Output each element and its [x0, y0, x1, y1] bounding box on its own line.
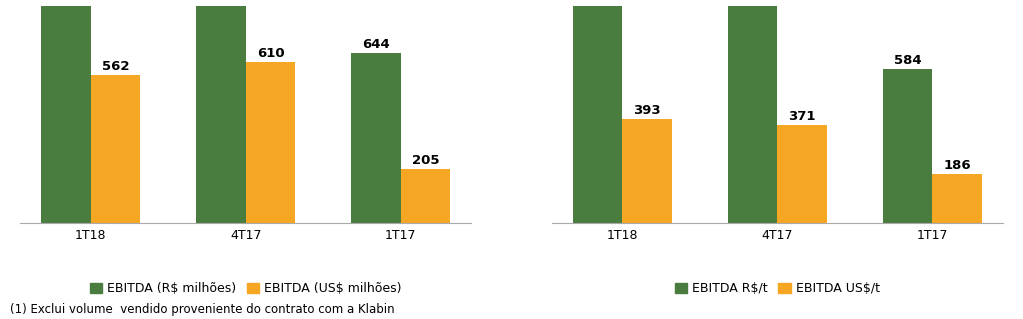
- Bar: [777, 125, 827, 223]
- Bar: [573, 0, 622, 223]
- Bar: [41, 0, 91, 223]
- Bar: [351, 53, 401, 223]
- Text: 371: 371: [789, 110, 816, 123]
- Legend: EBITDA (R$ milhões), EBITDA (US$ milhões): EBITDA (R$ milhões), EBITDA (US$ milhões…: [85, 277, 406, 300]
- Bar: [727, 0, 777, 223]
- Text: 205: 205: [412, 154, 440, 167]
- Bar: [401, 169, 450, 223]
- Legend: EBITDA R$/t, EBITDA US$/t: EBITDA R$/t, EBITDA US$/t: [670, 277, 885, 300]
- Text: 610: 610: [257, 47, 284, 60]
- Text: (1) Exclui volume  vendido proveniente do contrato com a Klabin: (1) Exclui volume vendido proveniente do…: [10, 303, 395, 316]
- Bar: [91, 75, 140, 223]
- Bar: [622, 119, 672, 223]
- Text: 186: 186: [943, 159, 971, 172]
- Bar: [246, 62, 296, 223]
- Text: 644: 644: [362, 38, 390, 51]
- Text: 562: 562: [101, 60, 129, 72]
- Bar: [883, 69, 932, 223]
- Text: 584: 584: [894, 54, 922, 67]
- Bar: [932, 174, 982, 223]
- Bar: [196, 0, 246, 223]
- Text: 393: 393: [633, 104, 661, 117]
